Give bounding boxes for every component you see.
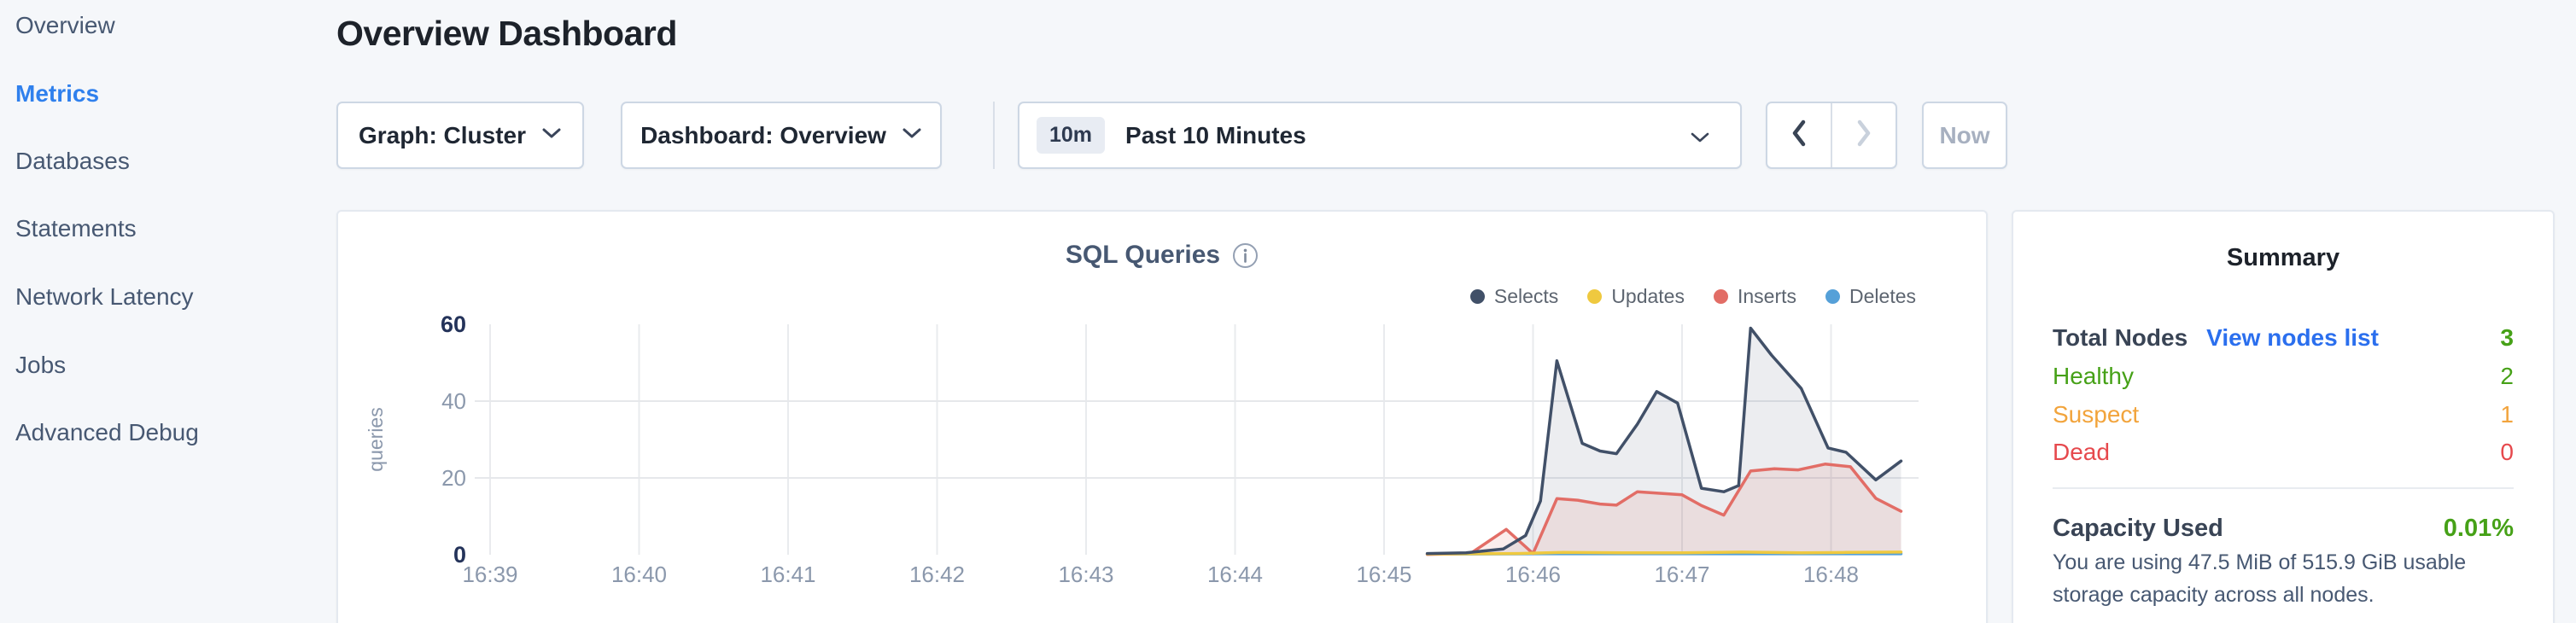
healthy-label: Healthy	[2053, 363, 2134, 389]
sidebar-item-metrics[interactable]: Metrics	[15, 80, 100, 107]
dashboard-dropdown-label: Dashboard: Overview	[640, 121, 886, 148]
dashboard-dropdown[interactable]: Dashboard: Overview	[621, 102, 942, 169]
legend-dot	[1825, 289, 1841, 304]
sidebar-item-advanced-debug[interactable]: Advanced Debug	[15, 419, 199, 445]
chevron-down-icon	[902, 127, 922, 143]
legend-dot	[1587, 289, 1603, 304]
suspect-value: 1	[2500, 401, 2514, 428]
dead-value: 0	[2500, 439, 2514, 465]
healthy-value: 2	[2500, 363, 2514, 389]
svg-text:16:44: 16:44	[1207, 562, 1263, 587]
dead-label: Dead	[2053, 439, 2110, 465]
summary-divider	[2053, 487, 2514, 489]
chevron-right-icon	[1855, 119, 1872, 151]
legend-item-updates: Updates	[1587, 285, 1685, 308]
legend-label: Deletes	[1849, 285, 1916, 307]
total-nodes-value: 3	[2500, 324, 2514, 351]
svg-text:16:42: 16:42	[909, 562, 965, 587]
view-nodes-list-link[interactable]: View nodes list	[2206, 324, 2379, 351]
svg-text:60: 60	[441, 312, 466, 337]
capacity-used-description: You are using 47.5 MiB of 515.9 GiB usab…	[2053, 550, 2467, 607]
time-range-label: Past 10 Minutes	[1125, 121, 1306, 148]
legend-dot	[1469, 289, 1485, 304]
legend-label: Selects	[1493, 285, 1559, 307]
legend-item-deletes: Deletes	[1825, 285, 1916, 308]
svg-text:16:39: 16:39	[462, 562, 517, 587]
svg-text:40: 40	[441, 388, 466, 414]
legend-label: Inserts	[1737, 285, 1797, 307]
chart-legend: Selects Updates Inserts Deletes	[1469, 285, 1916, 308]
chevron-down-icon	[541, 127, 562, 143]
page-title: Overview Dashboard	[336, 14, 677, 53]
sidebar-item-statements[interactable]: Statements	[15, 215, 137, 242]
graph-dropdown-label: Graph: Cluster	[358, 121, 527, 148]
svg-text:16:47: 16:47	[1654, 562, 1709, 587]
healthy-row: Healthy 2	[2053, 363, 2514, 393]
svg-text:16:46: 16:46	[1505, 562, 1561, 587]
sidebar-item-databases[interactable]: Databases	[15, 148, 130, 174]
legend-item-inserts: Inserts	[1713, 285, 1797, 308]
suspect-row: Suspect 1	[2053, 401, 2514, 432]
legend-item-selects: Selects	[1469, 285, 1559, 308]
time-range-badge: 10m	[1037, 117, 1106, 154]
arrow-divider	[1831, 103, 1832, 167]
capacity-row: Capacity Used 0.01%	[2053, 515, 2514, 547]
dead-row: Dead 0	[2053, 439, 2514, 469]
svg-text:16:45: 16:45	[1356, 562, 1411, 587]
legend-label: Updates	[1611, 285, 1685, 307]
sql-queries-chart[interactable]: 16:39 16:40 16:41 16:42 16:43 16:44 16:45 16:46…	[338, 212, 1989, 604]
sidebar-item-network-latency[interactable]: Network Latency	[15, 283, 194, 310]
time-range-arrows	[1766, 102, 1897, 169]
next-range-button[interactable]	[1832, 103, 1895, 167]
chevron-down-icon	[1691, 132, 1709, 148]
now-button[interactable]: Now	[1922, 102, 2007, 169]
chevron-left-icon	[1790, 119, 1808, 151]
svg-text:queries: queries	[365, 407, 387, 471]
total-nodes-label: Total Nodes	[2053, 324, 2188, 351]
sidebar-item-jobs[interactable]: Jobs	[15, 352, 67, 378]
legend-dot	[1713, 289, 1728, 304]
info-icon[interactable]	[1232, 242, 1259, 269]
prev-range-button[interactable]	[1767, 103, 1831, 167]
total-nodes-row: Total Nodes View nodes list 3	[2053, 324, 2514, 355]
chart-title: SQL Queries	[1065, 241, 1221, 269]
summary-title: Summary	[2226, 244, 2340, 271]
svg-text:16:41: 16:41	[760, 562, 815, 587]
svg-text:16:40: 16:40	[611, 562, 667, 587]
sidebar-item-overview[interactable]: Overview	[15, 12, 115, 38]
chart-card: SQL Queries Selects Updates Inserts Deletes…	[336, 210, 1988, 623]
summary-card: Summary Total Nodes View nodes list 3 Hea…	[2012, 210, 2555, 623]
capacity-used-value: 0.01%	[2443, 515, 2514, 542]
svg-text:0: 0	[453, 542, 466, 568]
svg-text:16:48: 16:48	[1803, 562, 1859, 587]
toolbar-divider	[993, 102, 995, 169]
time-range-dropdown[interactable]: 10m Past 10 Minutes	[1018, 102, 1742, 169]
capacity-used-label: Capacity Used	[2053, 515, 2223, 542]
now-button-label: Now	[1939, 121, 1990, 148]
suspect-label: Suspect	[2053, 401, 2140, 428]
svg-text:16:43: 16:43	[1058, 562, 1113, 587]
svg-text:20: 20	[441, 465, 466, 491]
graph-dropdown[interactable]: Graph: Cluster	[336, 102, 584, 169]
